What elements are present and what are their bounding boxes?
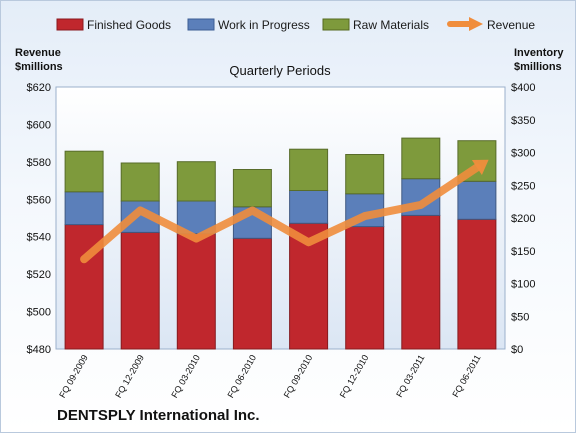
- legend-swatch-work-in-progress: [187, 18, 215, 31]
- right-tick-label: $350: [511, 115, 535, 127]
- left-tick-label: $560: [27, 194, 51, 206]
- left-tick-label: $600: [27, 119, 51, 131]
- bar-finished-goods-5: [345, 226, 385, 350]
- legend-label-raw-materials: Raw Materials: [353, 18, 429, 32]
- left-tick-label: $520: [27, 269, 51, 281]
- bar-finished-goods-6: [401, 214, 441, 350]
- bar-finished-goods-3: [232, 237, 272, 350]
- left-tick-label: $580: [27, 157, 51, 169]
- bar-work-in-progress-7: [457, 180, 497, 220]
- right-tick-label: $200: [511, 213, 535, 225]
- bar-raw-materials-0: [64, 150, 104, 193]
- right-tick-label: $300: [511, 148, 535, 160]
- bar-raw-materials-5: [345, 154, 385, 195]
- x-tick-label: FQ 06-2011: [450, 353, 482, 399]
- bar-raw-materials-6: [401, 137, 441, 180]
- legend-label-revenue: Revenue: [487, 18, 535, 32]
- left-tick-label: $500: [27, 307, 51, 319]
- x-tick-label: FQ 03-2010: [169, 353, 202, 400]
- bar-work-in-progress-4: [289, 190, 329, 224]
- left-tick-label: $540: [27, 232, 51, 244]
- legend-label-work-in-progress: Work in Progress: [218, 18, 310, 32]
- bar-finished-goods-7: [457, 218, 497, 350]
- bar-finished-goods-4: [289, 222, 329, 350]
- right-axis-title-line2: $millions: [514, 61, 562, 73]
- bars-group: FQ 09-2009 FQ 12-2009 FQ 03-2010 FQ 06-2010…: [57, 137, 497, 400]
- chart-title: Quarterly Periods: [229, 63, 331, 78]
- right-tick-label: $50: [511, 311, 529, 323]
- legend-swatch-finished-goods: [56, 18, 84, 31]
- ticks-group: $480 $500 $520 $540 $560 $580 $600 $620 $0 $50 $10…: [27, 82, 536, 356]
- left-tick-label: $620: [27, 82, 51, 94]
- bar-work-in-progress-0: [64, 191, 104, 226]
- x-tick-label: FQ 12-2009: [113, 353, 146, 400]
- left-axis-title-line1: Revenue: [15, 47, 61, 59]
- x-tick-label: FQ 06-2010: [225, 353, 258, 400]
- x-tick-label: FQ 03-2011: [394, 353, 426, 399]
- revenue-arrowhead: [471, 159, 489, 175]
- bar-raw-materials-4: [289, 148, 329, 191]
- legend-swatch-raw-materials: [322, 18, 350, 31]
- legend-arrow-revenue: [469, 17, 483, 31]
- bar-finished-goods-1: [120, 231, 160, 350]
- left-axis-title-line2: $millions: [15, 61, 63, 73]
- legend: Finished Goods Work in Progress Raw Mate…: [56, 17, 535, 32]
- company-name: DENTSPLY International Inc.: [57, 407, 260, 424]
- bar-raw-materials-1: [120, 162, 160, 202]
- right-tick-label: $0: [511, 344, 523, 356]
- revenue-line: [80, 163, 481, 264]
- right-tick-label: $400: [511, 82, 535, 94]
- right-axis-title-line1: Inventory: [514, 47, 564, 59]
- right-tick-label: $250: [511, 180, 535, 192]
- left-tick-label: $480: [27, 344, 51, 356]
- bar-finished-goods-2: [176, 233, 216, 350]
- x-tick-label: FQ 09-2009: [57, 353, 90, 400]
- bar-raw-materials-2: [176, 161, 216, 202]
- x-tick-label: FQ 09-2010: [282, 353, 315, 400]
- revenue-line-group: [80, 159, 489, 264]
- x-tick-label: FQ 12-2010: [338, 353, 371, 400]
- bar-raw-materials-3: [232, 169, 272, 208]
- legend-label-finished-goods: Finished Goods: [87, 18, 171, 32]
- right-tick-label: $100: [511, 279, 535, 291]
- right-tick-label: $150: [511, 246, 535, 258]
